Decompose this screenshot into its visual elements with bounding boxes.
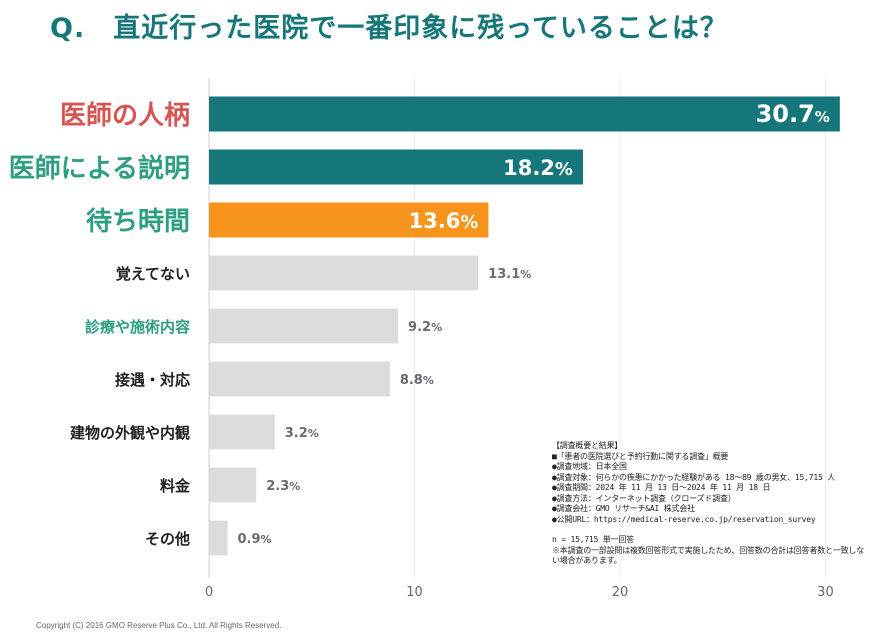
note-line: ●調査会社：GMO リサーチ&AI 株式会社 [552,504,695,513]
value-label: 2.3% [266,479,300,494]
category-label: 医師の人柄 [60,101,190,131]
bar [209,308,399,344]
x-tick-label: 30 [817,585,834,600]
category-label: 建物の外観や内観 [70,424,190,442]
category-label: その他 [145,530,190,548]
bar [209,361,390,397]
category-label: 待ち時間 [86,207,190,237]
x-tick-label: 0 [205,585,213,600]
category-label: 接遇・対応 [115,371,190,389]
note-line: 【調査概要と結果】 [552,441,623,450]
note-line: ●調査方法：インターネット調査（クローズド調査） [552,493,736,503]
bar [209,202,489,238]
copyright-text: Copyright (C) 2016 GMO Reserve Plus Co.,… [36,621,282,630]
value-label: 13.1% [488,267,531,282]
survey-note: 【調査概要と結果】 ■「患者の医院選びと予約行動に関する調査」概要 ●調査地域：… [552,441,868,567]
x-tick-label: 10 [406,585,423,600]
note-line: ●調査期間：2024 年 11 月 13 日〜2024 年 11 月 18 日 [552,483,771,492]
chart-title: Q. 直近行った医院で一番印象に残っていることは？ [50,13,728,44]
note-line: ●公開URL：https://medical-reserve.co.jp/res… [552,514,816,524]
x-tick-label: 20 [612,585,629,600]
value-label: 0.9% [237,532,271,547]
bar [209,467,257,503]
bar [209,96,840,132]
note-line: ■「患者の医院選びと予約行動に関する調査」概要 [552,451,729,461]
category-label: 診療や施術内容 [85,318,190,336]
bar [209,149,583,185]
note-line: ●調査地域：日本全国 [552,462,627,471]
value-label: 9.2% [408,320,442,335]
bar [209,414,275,450]
note-line: ●調査対象：何らかの疾患にかかった経験がある 18〜89 歳の男女、15,715… [552,472,836,482]
bar [209,255,479,291]
value-label: 13.6% [409,209,479,233]
value-label: 8.8% [400,373,434,388]
note-footnote: ※本調査の一部設問は複数回答形式で実施したため、回答数の合計は回答者数と一致しな… [552,545,864,566]
category-label: 料金 [160,477,191,495]
category-label: 医師による説明 [9,153,190,184]
value-label: 30.7% [756,100,830,128]
bar [209,520,228,556]
value-label: 3.2% [285,426,319,441]
note-sample: n = 15,715 単一回答 [552,535,634,544]
category-label: 覚えてない [116,265,190,283]
value-label: 18.2% [503,156,573,180]
